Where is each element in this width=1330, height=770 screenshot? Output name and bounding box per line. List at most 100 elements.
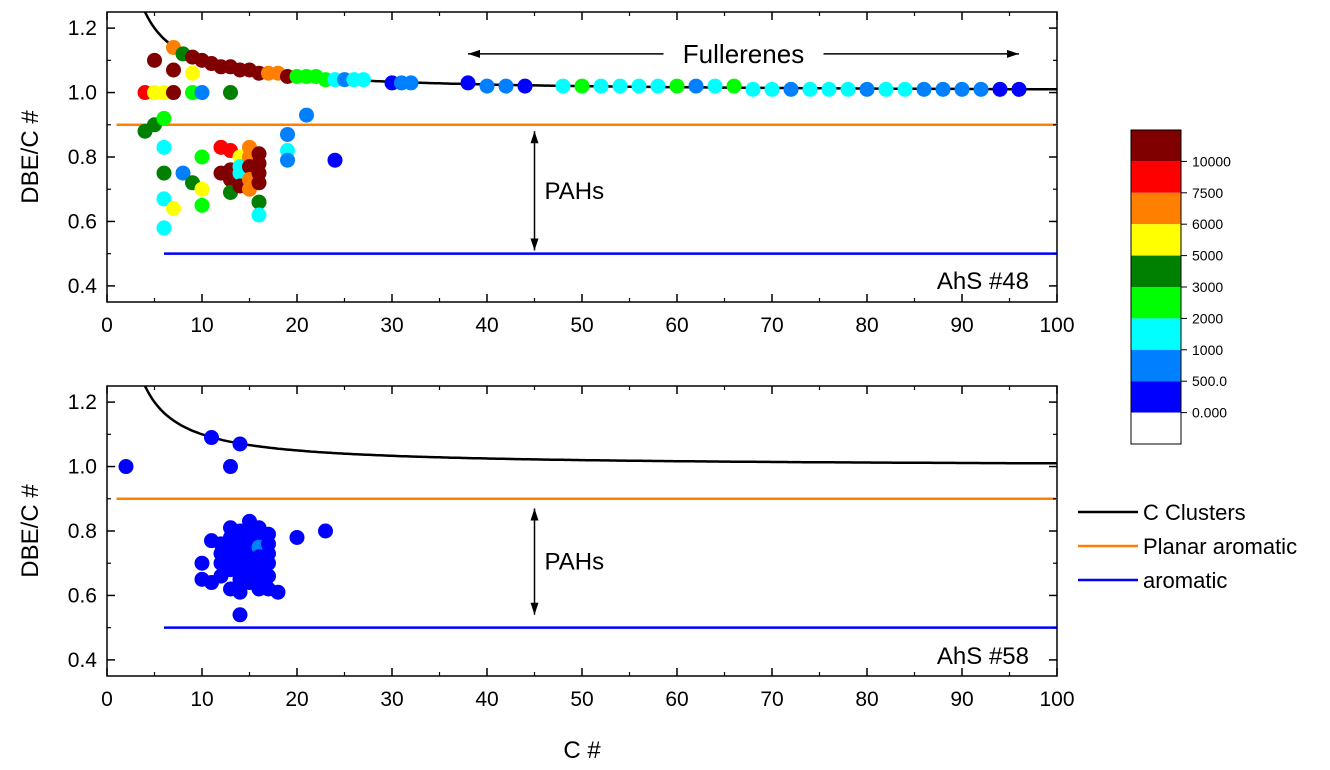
fullerenes-arrow-head-right: [1007, 49, 1019, 58]
top-data-point: [878, 81, 894, 97]
colorbar-swatch: [1131, 318, 1181, 350]
top-data-point: [1011, 81, 1027, 97]
top-data-point: [280, 126, 295, 142]
top-data-point: [935, 81, 951, 97]
top-pahs-label: PAHs: [545, 178, 605, 205]
bottom-data-point: [261, 555, 276, 571]
colorbar-swatch: [1131, 224, 1181, 256]
top-data-point: [802, 81, 818, 97]
bottom-pahs-label: PAHs: [545, 549, 605, 576]
bottom-x-tick-label-3: 30: [380, 688, 403, 711]
top-data-point: [156, 165, 172, 181]
colorbar-swatch: [1131, 349, 1181, 382]
bottom-y-tick-label-2: 0.8: [68, 520, 97, 543]
top-data-point: [707, 78, 723, 94]
top-data-point: [156, 191, 172, 207]
top-data-point: [251, 175, 267, 191]
top-data-point: [147, 52, 162, 68]
top-x-tick-label-7: 70: [760, 314, 783, 337]
colorbar-swatch: [1131, 192, 1181, 225]
bottom-y-ticks: 0.4 0.6 0.8 1.0 1.2: [68, 391, 1057, 672]
top-data-point: [650, 78, 666, 94]
top-x-ticks: 0 10 20 30 40 50 60 70 80 90 100: [101, 12, 1075, 337]
top-panel-label: AhS #48: [937, 268, 1029, 295]
top-data-point: [194, 149, 210, 165]
bottom-panel-label: AhS #58: [937, 643, 1029, 670]
top-x-tick-label-4: 40: [475, 314, 498, 337]
top-data-point: [669, 78, 685, 94]
legend-label: Planar aromatic: [1143, 534, 1297, 559]
top-data-point: [498, 78, 514, 94]
bottom-data-point: [204, 430, 219, 446]
bottom-data-point: [261, 568, 276, 584]
top-data-point: [859, 81, 875, 97]
bottom-x-tick-label-6: 60: [665, 688, 688, 711]
top-pahs-arrow-head-bottom: [530, 238, 539, 251]
colorbar-swatch: [1131, 255, 1181, 287]
top-data-point: [194, 181, 210, 197]
top-data-point: [954, 81, 970, 97]
top-data-point: [166, 201, 181, 217]
top-y-tick-label-4: 1.2: [68, 17, 97, 40]
bottom-data-point: [270, 584, 286, 600]
colorbar-tick-label: 0.000: [1192, 405, 1227, 421]
top-x-tick-label-6: 60: [665, 314, 688, 337]
top-x-tick-label-3: 30: [380, 314, 403, 337]
top-x-tick-label-5: 50: [570, 314, 593, 337]
top-data-point: [517, 78, 533, 94]
top-data-point: [574, 78, 590, 94]
top-data-point: [688, 78, 704, 94]
bottom-panel: PAHs 0 10 20 30 40 50 60 70 80 90 100 0.4 0.6 0.8 1.0…: [17, 385, 1075, 764]
top-data-point: [631, 78, 647, 94]
bottom-y-tick-label-3: 1.0: [68, 456, 97, 479]
top-data-point: [460, 75, 476, 91]
fullerenes-label: Fullerenes: [683, 39, 804, 69]
colorbar-tick-label: 6000: [1192, 216, 1223, 232]
top-x-tick-label-10: 100: [1039, 314, 1074, 337]
top-data-point: [783, 81, 799, 97]
top-data-point: [479, 78, 495, 94]
colorbar: 10000 7500 6000 5000 3000 2000 1000 500.0 0.000: [1130, 129, 1231, 445]
top-pahs-arrow-head-top: [530, 131, 539, 144]
top-data-point: [992, 81, 1008, 97]
top-y-tick-label-3: 1.0: [68, 82, 97, 105]
top-data-point: [185, 65, 200, 81]
colorbar-swatch: [1131, 130, 1181, 162]
legend: C Clusters Planar aromatic aromatic: [1078, 500, 1297, 593]
top-data-point: [745, 81, 761, 97]
top-data-point: [897, 81, 913, 97]
bottom-data-point: [232, 607, 248, 623]
top-data-point: [356, 72, 371, 88]
top-y-tick-label-2: 0.8: [68, 146, 97, 169]
bottom-x-tick-label-10: 100: [1039, 688, 1074, 711]
bottom-data-point: [318, 523, 333, 539]
top-data-point: [916, 81, 932, 97]
top-y-tick-label-0: 0.4: [68, 275, 98, 298]
bottom-data-point: [223, 459, 238, 475]
top-data-point: [840, 81, 856, 97]
legend-label: C Clusters: [1143, 500, 1246, 525]
top-data-point: [223, 85, 238, 101]
bottom-x-tick-label-9: 90: [950, 688, 973, 711]
top-data-point: [194, 197, 210, 213]
top-y-tick-label-1: 0.6: [68, 210, 97, 233]
bottom-plot-content: PAHs: [116, 385, 1057, 629]
bottom-pahs-arrow-head-bottom: [530, 602, 539, 615]
top-data-point: [166, 85, 181, 101]
bottom-data-point: [194, 555, 210, 571]
top-x-tick-label-1: 10: [190, 314, 213, 337]
bottom-y-tick-label-1: 0.6: [68, 584, 97, 607]
fullerenes-arrow-head-left: [468, 49, 480, 58]
top-data-point: [251, 194, 267, 210]
top-data-point: [251, 207, 267, 223]
top-x-tick-label-0: 0: [101, 314, 113, 337]
top-data-point: [821, 81, 837, 97]
top-data-point: [403, 75, 419, 91]
bottom-x-tick-label-7: 70: [760, 688, 783, 711]
top-data-point: [327, 152, 343, 168]
bottom-x-tick-label-5: 50: [570, 688, 593, 711]
colorbar-tick-label: 1000: [1192, 342, 1223, 358]
top-data-point: [593, 78, 609, 94]
bottom-c-clusters-curve: [143, 385, 1057, 465]
bottom-x-tick-label-1: 10: [190, 688, 213, 711]
